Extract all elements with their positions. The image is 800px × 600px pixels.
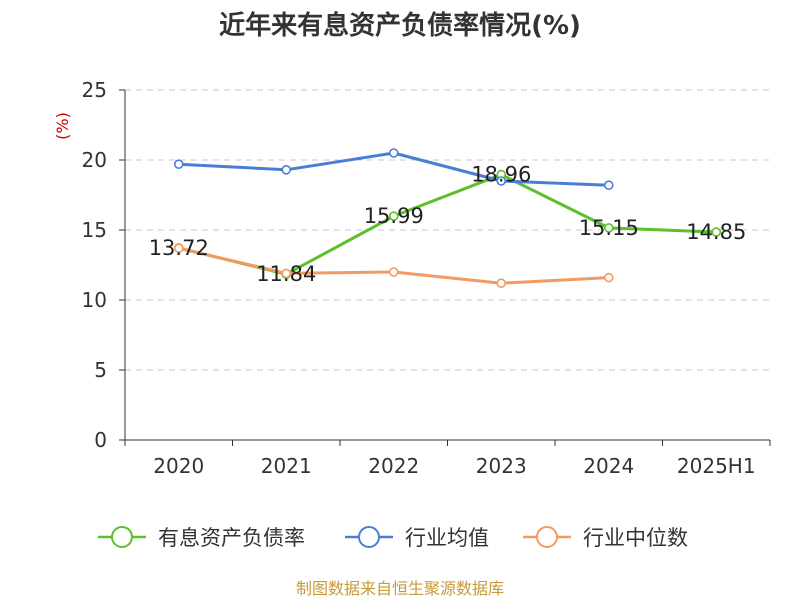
data-label: 14.85	[686, 220, 746, 244]
x-tick-label: 2025H1	[677, 454, 756, 478]
y-tick-label: 20	[82, 148, 107, 172]
data-point	[603, 223, 614, 233]
y-tick-label: 0	[94, 428, 107, 452]
legend-marker	[536, 526, 558, 548]
chart-title: 近年来有息资产负债率情况(%)	[219, 10, 581, 41]
data-point	[388, 148, 399, 158]
legend-label: 有息资产负债率	[158, 526, 305, 550]
legend-marker	[358, 526, 380, 548]
x-tick-label: 2024	[583, 454, 634, 478]
y-tick-label: 15	[82, 218, 107, 242]
x-tick-label: 2020	[153, 454, 204, 478]
data-label: 15.15	[579, 216, 639, 240]
data-labels: 13.72 11.84 15.99 18.96 15.15 14.85	[149, 163, 747, 287]
legend-marker	[111, 526, 133, 548]
series-layer	[173, 148, 722, 289]
series-line	[178, 246, 609, 285]
data-point	[281, 268, 292, 279]
axes: 0 5 10 15 20 25 2020 2021 2022 2023 2024 2025H1	[82, 78, 771, 478]
data-label: 15.99	[364, 204, 424, 228]
data-point	[173, 159, 184, 169]
data-point	[603, 180, 614, 190]
series-line	[178, 151, 609, 187]
grid-lines	[125, 89, 770, 371]
data-point	[173, 243, 184, 253]
data-label: 18.96	[471, 163, 531, 187]
data-point	[388, 267, 399, 277]
source-note: 制图数据来自恒生聚源数据库	[296, 579, 504, 598]
data-label: 13.72	[149, 236, 209, 260]
legend-label: 行业中位数	[583, 526, 688, 550]
y-axis-unit: (%)	[53, 112, 72, 140]
data-point	[496, 176, 507, 186]
data-point	[711, 227, 722, 237]
data-point	[603, 272, 614, 283]
y-tick-label: 25	[82, 78, 107, 102]
data-label: 11.84	[256, 262, 316, 286]
x-tick-label: 2023	[476, 454, 527, 478]
y-tick-label: 5	[94, 358, 107, 382]
y-tick-label: 10	[82, 288, 107, 312]
data-point	[496, 278, 507, 289]
legend-label: 行业均值	[405, 526, 489, 550]
legend: 有息资产负债率 行业均值 行业中位数	[98, 526, 688, 550]
data-point	[281, 165, 292, 175]
x-tick-label: 2022	[368, 454, 419, 478]
data-point	[388, 211, 399, 221]
x-tick-label: 2021	[261, 454, 312, 478]
